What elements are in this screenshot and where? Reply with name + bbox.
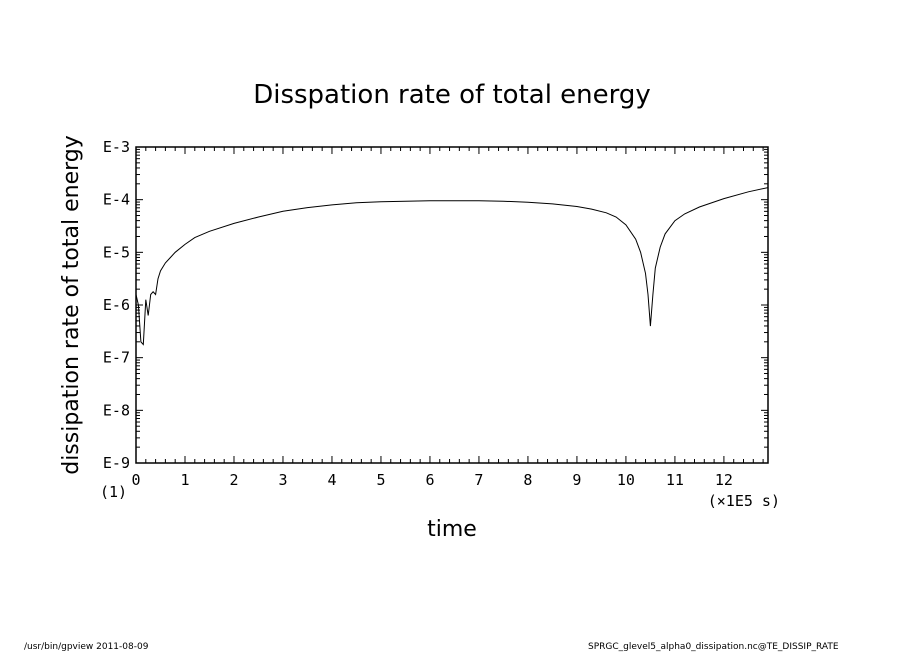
x-tick-label: 9: [572, 471, 581, 489]
x-tick-label: 3: [278, 471, 287, 489]
x-tick-label: 4: [327, 471, 336, 489]
y-tick-label: E-5: [103, 243, 130, 261]
y-tick-label: E-6: [103, 296, 130, 314]
x-tick-label: 10: [617, 471, 635, 489]
y-tick-label: E-7: [103, 349, 130, 367]
x-tick-label: 5: [376, 471, 385, 489]
x-tick-label: 0: [131, 471, 140, 489]
x-tick-label: 1: [180, 471, 189, 489]
x-tick-labels: 0 1 2 3 4 5 6 7 8 9 10 11 12: [131, 471, 732, 489]
series-line: [135, 187, 769, 346]
y-tick-label: E-8: [103, 401, 130, 419]
y-tick-labels: E-3 E-4 E-5 E-6 E-7 E-8 E-9: [103, 138, 130, 472]
x-tick-label: 2: [229, 471, 238, 489]
plot-frame: [135, 146, 769, 464]
axis-ticks: [135, 146, 768, 464]
footer-right: SPRGC_glevel5_alpha0_dissipation.nc@TE_D…: [588, 642, 839, 652]
chart-title: Disspation rate of total energy: [253, 80, 651, 110]
y-axis-label: dissipation rate of total energy: [59, 135, 84, 475]
y-tick-label: E-4: [103, 191, 130, 209]
x-tick-label: 6: [425, 471, 434, 489]
panel-label: (1): [100, 483, 127, 501]
y-tick-label: E-9: [103, 454, 130, 472]
x-tick-label: 8: [523, 471, 532, 489]
y-tick-label: E-3: [103, 138, 130, 156]
data-series: [135, 187, 769, 346]
x-axis-label: time: [427, 517, 477, 542]
x-unit-label: (×1E5 s): [708, 492, 780, 510]
x-tick-label: 11: [666, 471, 684, 489]
x-tick-label: 7: [474, 471, 483, 489]
footer-left: /usr/bin/gpview 2011-08-09: [24, 642, 149, 652]
x-tick-label: 12: [715, 471, 733, 489]
